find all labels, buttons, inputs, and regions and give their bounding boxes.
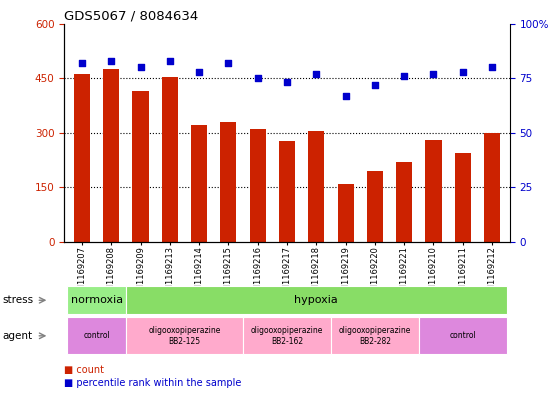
Text: control: control (449, 331, 476, 340)
Bar (426, 140, 441, 242)
Point (165, 57, 174, 64)
Text: agent: agent (3, 331, 33, 341)
Bar (74, 74, 90, 242)
Bar (455, 152, 471, 242)
Point (370, 81, 379, 88)
Point (107, 57, 116, 64)
Point (488, 64, 497, 70)
Point (400, 73, 409, 79)
Point (282, 79, 291, 86)
Text: control: control (83, 331, 110, 340)
Bar (191, 125, 207, 242)
Point (253, 75, 262, 81)
Bar (484, 132, 500, 242)
Point (429, 71, 438, 77)
Bar (338, 184, 353, 242)
Bar (396, 162, 412, 242)
Point (195, 68, 204, 75)
Point (341, 92, 350, 99)
Point (136, 64, 145, 70)
Point (77, 60, 86, 66)
Text: oligooxopiperazine
BB2-162: oligooxopiperazine BB2-162 (251, 326, 323, 345)
Text: oligooxopiperazine
BB2-282: oligooxopiperazine BB2-282 (339, 326, 411, 345)
Point (458, 68, 467, 75)
Text: ■ count: ■ count (64, 365, 104, 375)
Bar (367, 171, 383, 242)
Text: ■ percentile rank within the sample: ■ percentile rank within the sample (64, 378, 242, 388)
Bar (279, 141, 295, 242)
Bar (221, 122, 236, 242)
Bar (162, 77, 178, 242)
Bar (133, 91, 148, 242)
Text: GDS5067 / 8084634: GDS5067 / 8084634 (64, 9, 199, 22)
Text: oligooxopiperazine
BB2-125: oligooxopiperazine BB2-125 (148, 326, 221, 345)
Bar (308, 131, 324, 242)
Point (312, 71, 321, 77)
Text: stress: stress (3, 295, 34, 305)
Text: hypoxia: hypoxia (295, 295, 338, 305)
Bar (103, 69, 119, 242)
Point (224, 60, 233, 66)
Text: normoxia: normoxia (71, 295, 123, 305)
Bar (250, 129, 266, 242)
